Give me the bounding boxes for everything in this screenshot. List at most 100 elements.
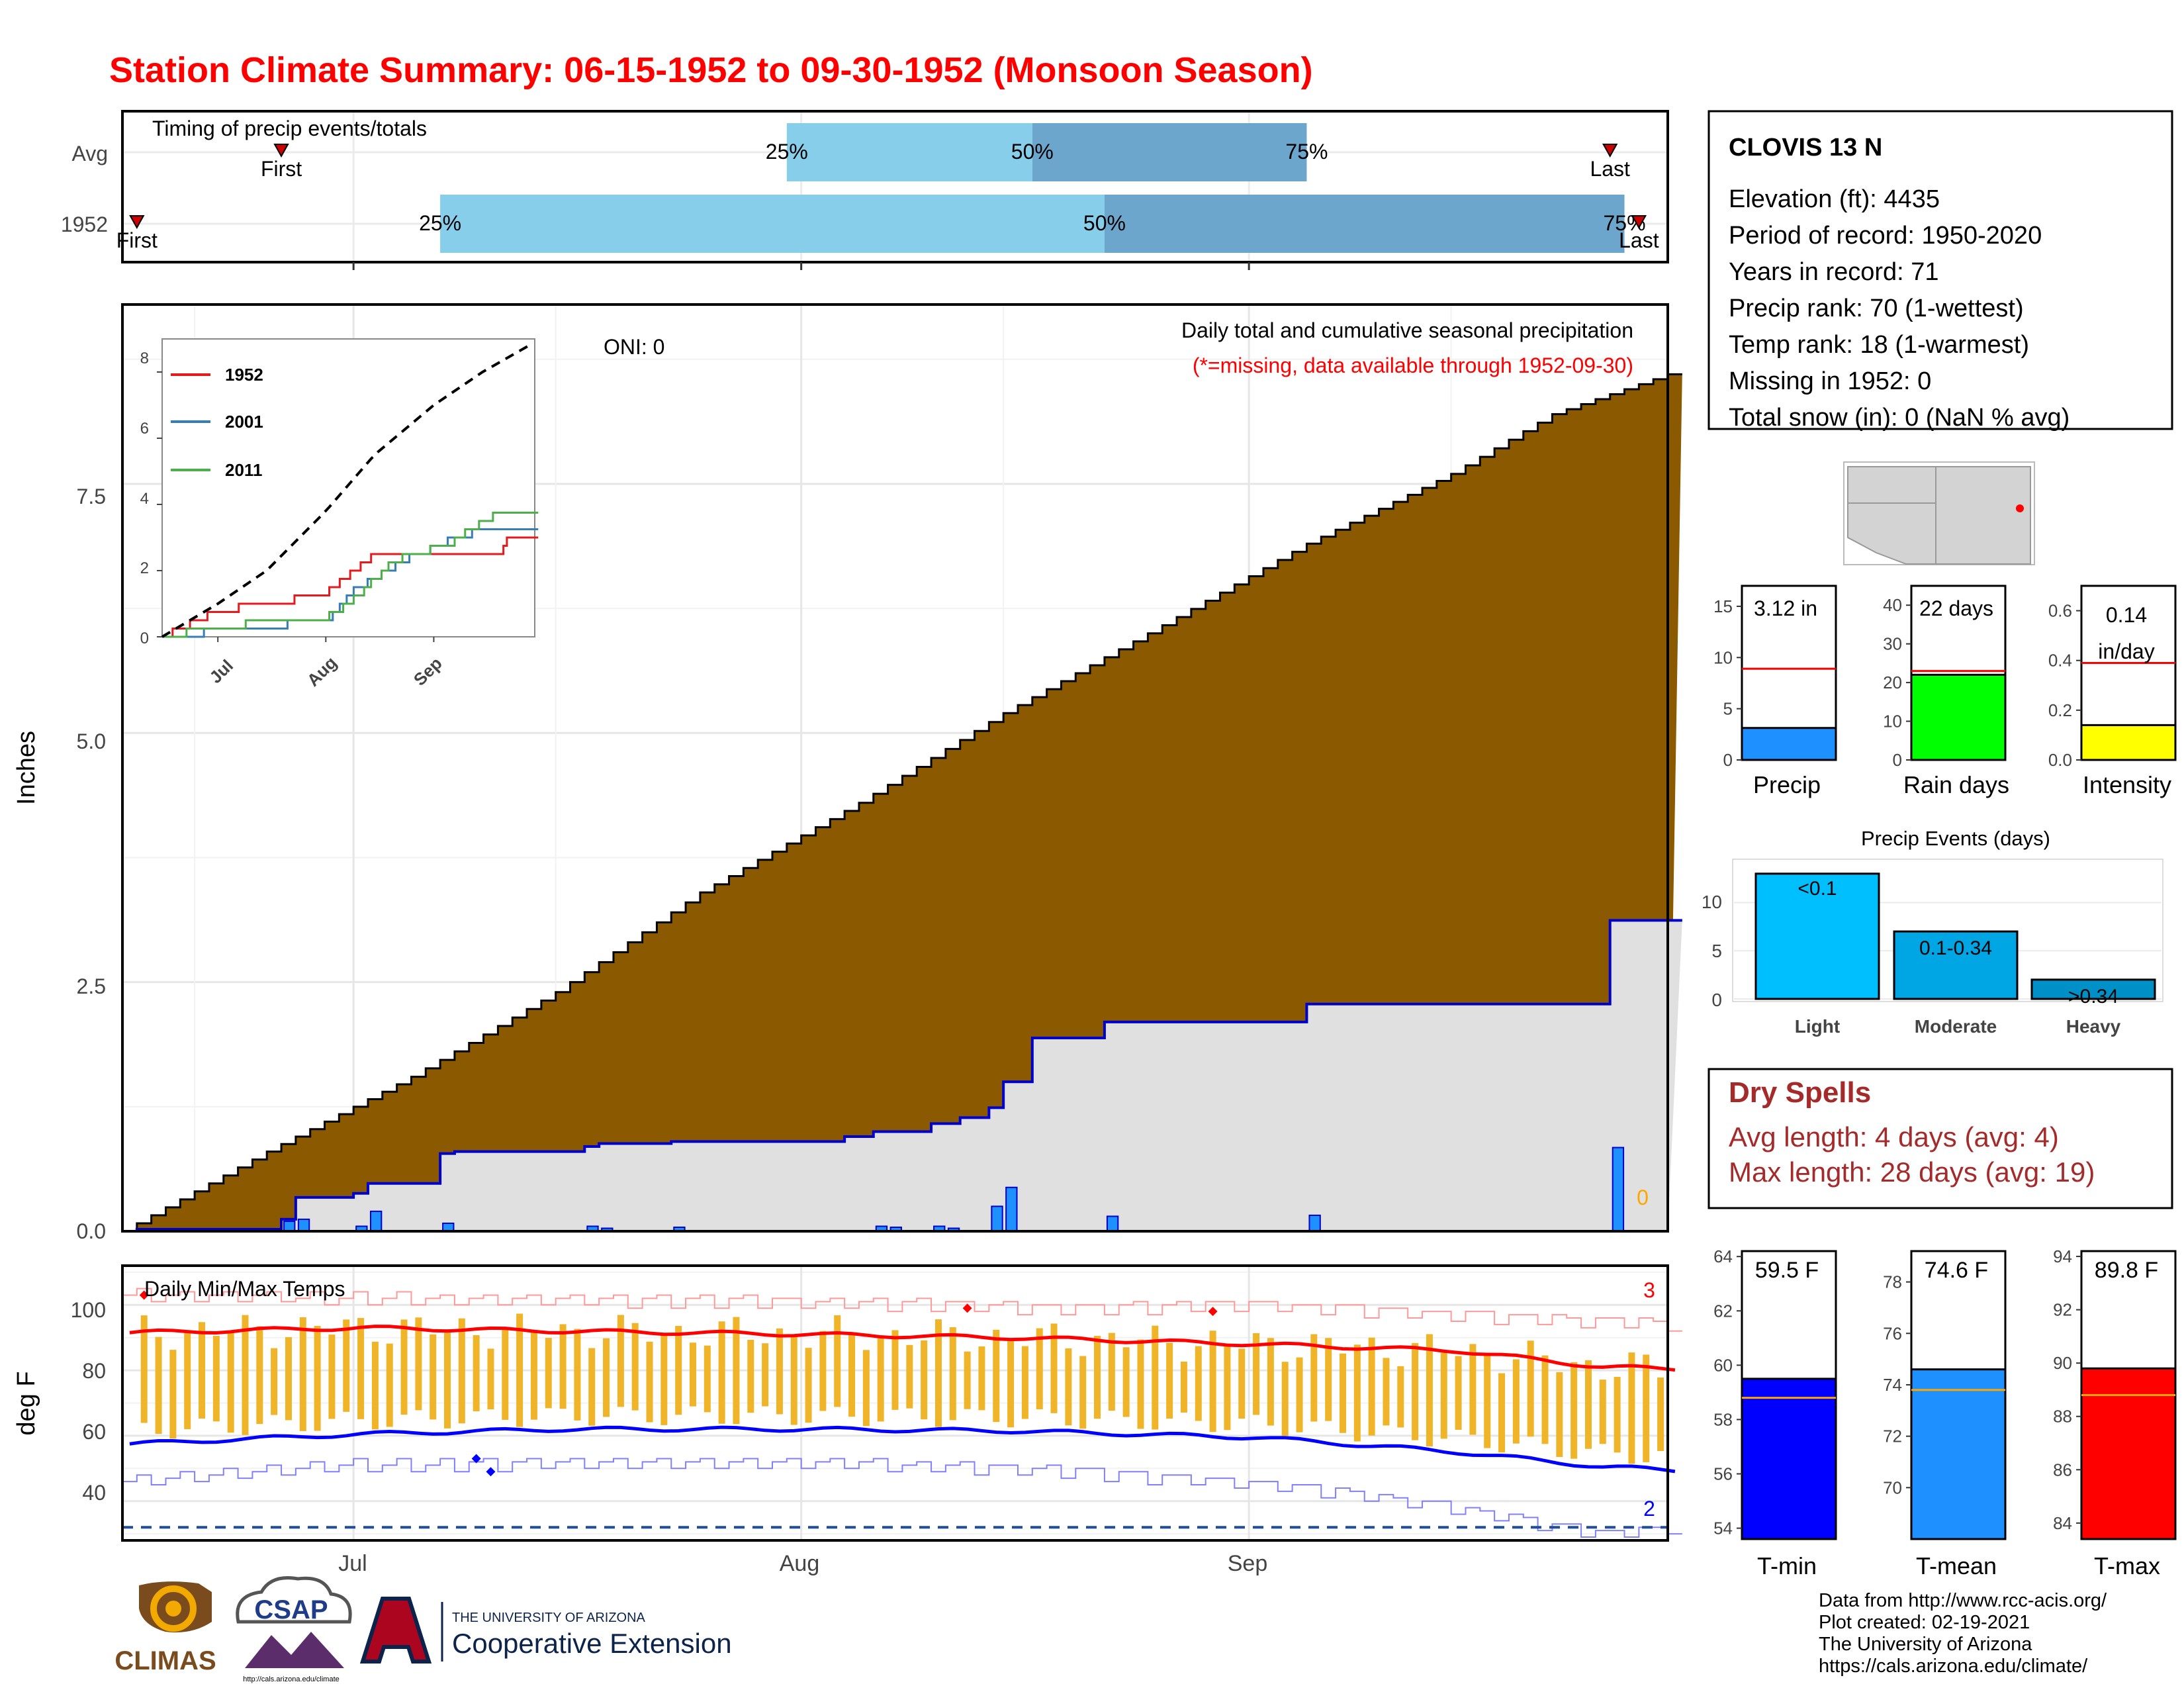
daily-temp-bar-105	[1643, 1354, 1650, 1462]
credit-line-created: Plot created: 02-19-2021	[1819, 1612, 2030, 1633]
daily-temp-bar-34	[617, 1315, 624, 1407]
daily-temp-bar-38	[675, 1326, 682, 1415]
events-label-light: <0.1	[1797, 878, 1837, 900]
tbar-2-ticklabel-3: 90	[2053, 1353, 2072, 1373]
timing-pct-label-Avg-0: 25%	[766, 140, 808, 164]
daily-temp-bar-73	[1180, 1361, 1187, 1413]
tbar-tmax-value: 89.8 F	[2095, 1258, 2158, 1283]
inset-chart	[157, 343, 539, 642]
station-line-years: Years in record: 71	[1729, 258, 1939, 286]
tbar-2-ticklabel-5: 94	[2053, 1246, 2072, 1266]
timing-bar-upper-Avg	[1032, 123, 1307, 181]
daily-temp-bar-12	[299, 1317, 306, 1431]
daily-temp-bar-69	[1122, 1347, 1130, 1417]
daily-temp-bar-89	[1412, 1342, 1419, 1440]
daily-temp-bar-52	[877, 1336, 884, 1422]
xtick-sep: Sep	[1228, 1551, 1268, 1576]
timing-first-marker-Avg	[273, 144, 289, 158]
events-label-heavy: >0.34	[2068, 986, 2118, 1008]
csap-logo[interactable]: CSAP http://cals.arizona.edu/climate	[236, 1576, 352, 1683]
daily-temp-bar-62	[1021, 1346, 1028, 1419]
daily-precip-bar-14	[1106, 1215, 1119, 1232]
dry-spells-avg: Avg length: 4 days (avg: 4)	[1729, 1121, 2059, 1152]
missing-count: 0	[1637, 1186, 1649, 1209]
mini-bar-0-ticklabel-3: 15	[1713, 596, 1733, 616]
daily-temp-bar-68	[1108, 1333, 1115, 1411]
avg-high-line	[129, 1325, 1676, 1372]
temp-ytick-80: 80	[82, 1359, 106, 1383]
tbar-0-ticklabel-3: 60	[1713, 1355, 1733, 1375]
mini-bar-1-ticklabel-1: 10	[1883, 712, 1902, 731]
daily-temp-bar-20	[415, 1317, 422, 1411]
daily-temp-bar-26	[502, 1328, 509, 1420]
daily-temp-bar-43	[747, 1340, 754, 1413]
credit-line-university: The University of Arizona	[1819, 1634, 2032, 1655]
temp-title: Daily Min/Max Temps	[144, 1277, 345, 1301]
mini-bar-2-ticklabel-2: 0.4	[2048, 651, 2072, 671]
dry-spells-box: Dry Spells Avg length: 4 days (avg: 4) M…	[1707, 1068, 2173, 1209]
record-high-count: 3	[1643, 1278, 1655, 1302]
timing-row-1952-label: 1952	[61, 212, 108, 236]
timing-pct-label-Avg-1: 50%	[1011, 140, 1054, 164]
daily-temp-bar-21	[430, 1334, 437, 1420]
temp-ytick-40: 40	[82, 1481, 106, 1505]
inset-average-line	[161, 343, 532, 638]
daily-temp-bar-67	[1094, 1336, 1101, 1419]
record-high-marker-1	[962, 1303, 972, 1313]
events-bar-light	[1754, 872, 1880, 1000]
events-ytick-0: 0	[1711, 990, 1722, 1010]
daily-temp-bar-61	[1007, 1338, 1015, 1428]
daily-temp-bar-53	[891, 1330, 899, 1410]
daily-temp-bar-84	[1339, 1353, 1346, 1433]
xtick-aug: Aug	[780, 1551, 820, 1576]
tbar-2-ticklabel-2: 88	[2053, 1407, 2072, 1427]
daily-temp-bar-22	[444, 1329, 451, 1429]
precip-ytick-2: 5.0	[77, 729, 106, 753]
daily-precip-bar-3	[369, 1210, 383, 1232]
daily-temp-bar-15	[343, 1319, 350, 1412]
record-low-step-line	[122, 1458, 1682, 1538]
daily-temp-bar-39	[689, 1342, 696, 1407]
daily-temp-bar-101	[1584, 1360, 1592, 1449]
station-info-box: CLOVIS 13 N Elevation (ft): 4435 Period …	[1707, 110, 2173, 432]
oni-label: ONI: 0	[604, 335, 664, 359]
tbar-2-ticklabel-4: 92	[2053, 1300, 2072, 1320]
events-label-moderate: 0.1-0.34	[1919, 937, 1992, 959]
daily-temp-bar-30	[559, 1324, 567, 1409]
record-low-marker-0	[471, 1454, 481, 1464]
temp-ytick-100: 100	[71, 1298, 106, 1322]
events-bars	[1734, 872, 2161, 1000]
record-low-count: 2	[1643, 1497, 1655, 1521]
university-of-arizona-logo[interactable]: THE UNIVERSITY OF ARIZONA Cooperative Ex…	[359, 1597, 732, 1664]
daily-temp-bar-71	[1152, 1325, 1159, 1430]
daily-precip-bar-15	[1308, 1214, 1321, 1232]
credit-line-source: Data from http://www.rcc-acis.org/	[1819, 1590, 2107, 1611]
precip-ytick-0: 0.0	[77, 1219, 106, 1243]
daily-temp-bar-7	[227, 1332, 234, 1433]
daily-temp-bar-57	[949, 1327, 956, 1421]
station-location-dot	[2016, 504, 2024, 512]
daily-temp-bar-35	[631, 1323, 639, 1411]
timing-bar-lower-Avg	[786, 123, 1032, 181]
precip-panel: Inches 0.0 2.5 5.0 7.5 Daily total and c…	[13, 303, 1682, 1243]
events-bar-heavy	[2030, 978, 2156, 1000]
avg-low-line	[129, 1425, 1676, 1474]
daily-temp-bar-95	[1498, 1373, 1506, 1453]
daily-temp-bar-16	[357, 1318, 365, 1419]
daily-temp-bar-90	[1426, 1334, 1433, 1447]
timing-row-avg-label: Avg	[71, 142, 108, 165]
observed-cumulative-area	[122, 920, 1682, 1231]
daily-temp-bar-60	[993, 1329, 1000, 1423]
ua-line-1: THE UNIVERSITY OF ARIZONA	[452, 1611, 646, 1625]
daily-temp-bar-59	[978, 1346, 985, 1411]
daily-temp-bar-46	[790, 1335, 797, 1425]
station-line-temp-rank: Temp rank: 18 (1-warmest)	[1729, 331, 2029, 359]
daily-temp-bar-93	[1469, 1344, 1477, 1435]
csap-logo-url: http://cals.arizona.edu/climate	[243, 1675, 340, 1683]
mini-bar-value-0	[1741, 727, 1837, 761]
timing-bar-upper-1952	[1104, 195, 1625, 253]
daily-temp-bar-64	[1050, 1323, 1058, 1413]
daily-temp-bar-72	[1166, 1342, 1173, 1419]
climas-logo[interactable]: CLIMAS	[114, 1581, 216, 1675]
